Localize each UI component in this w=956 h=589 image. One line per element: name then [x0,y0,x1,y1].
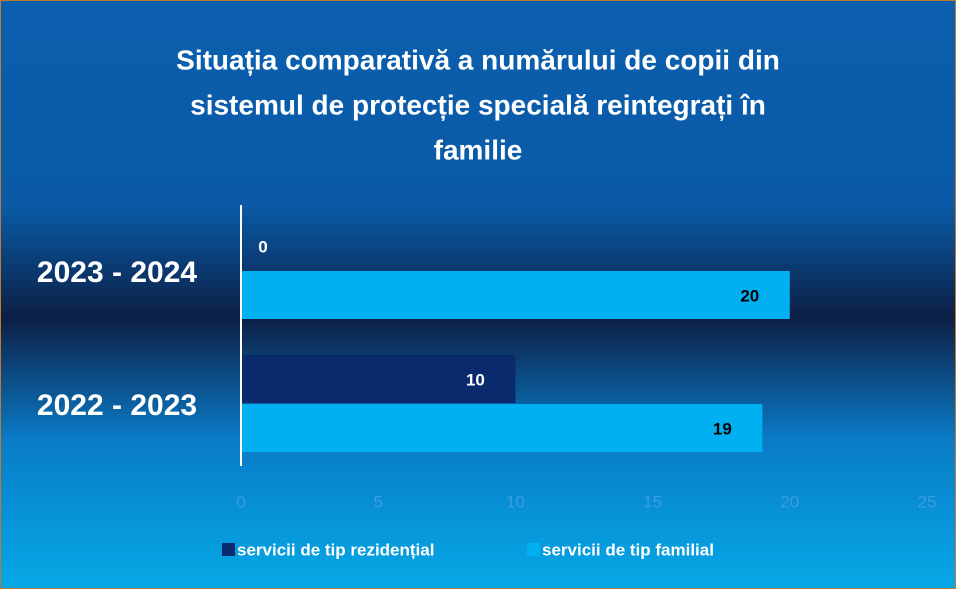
legend-label: servicii de tip familial [542,540,714,559]
x-tick-label: 20 [780,492,799,511]
x-tick-label: 25 [918,492,937,511]
x-tick-label: 0 [236,492,245,511]
legend-label: servicii de tip rezidențial [237,540,434,559]
chart-title: sistemul de protecție specială reintegra… [190,89,766,120]
data-label: 19 [713,419,732,438]
data-label: 10 [466,370,485,389]
y-tick-label: 2023 - 2024 [37,256,197,289]
chart-title: familie [434,134,523,165]
bar [241,404,763,452]
bar [241,355,516,403]
chart-title: Situația comparativă a numărului de copi… [176,44,780,75]
bar [241,271,790,319]
data-label: 0 [258,237,267,256]
x-tick-label: 5 [373,492,382,511]
x-tick-label: 10 [506,492,525,511]
y-tick-label: 2022 - 2023 [37,389,197,422]
data-label: 20 [740,286,759,305]
x-tick-label: 15 [643,492,662,511]
legend-swatch [222,543,235,556]
legend-swatch [527,543,540,556]
